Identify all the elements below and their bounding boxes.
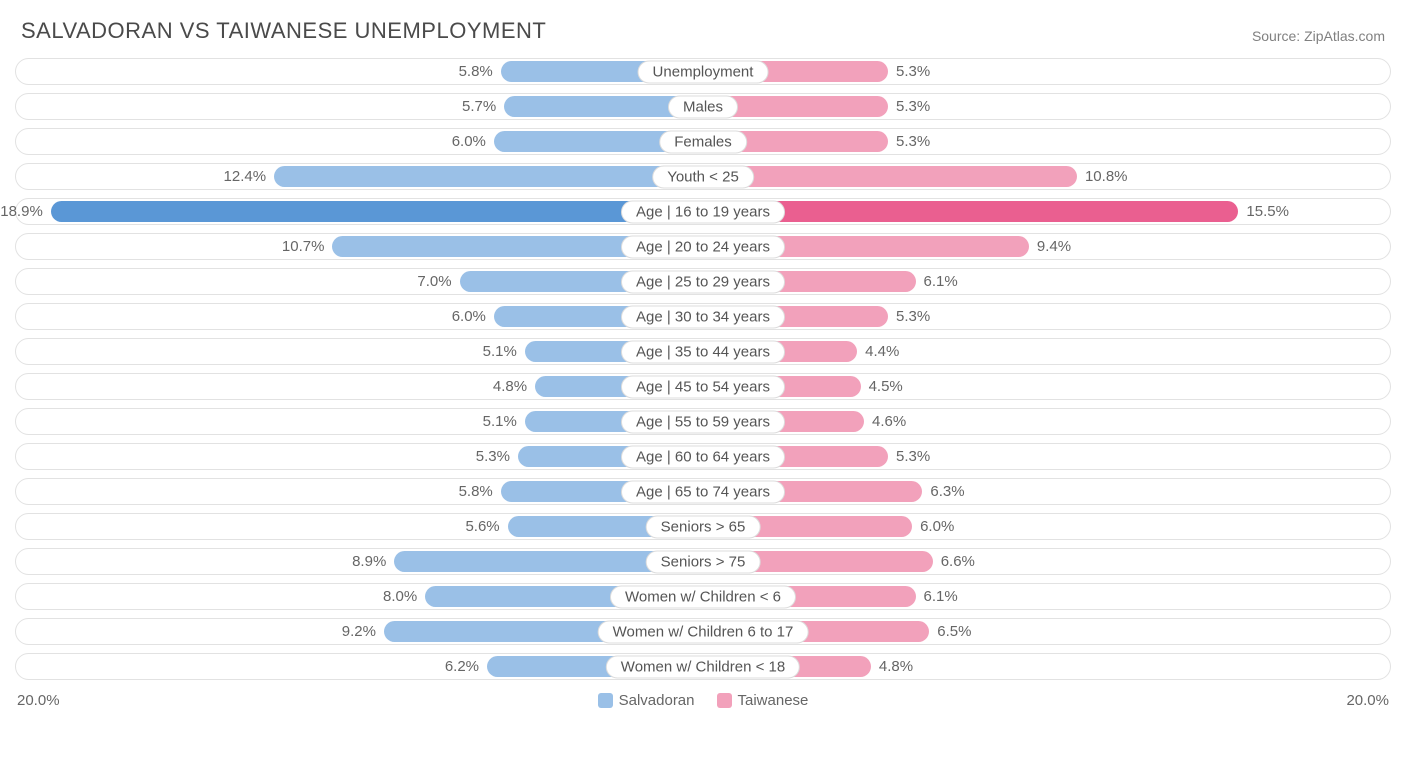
category-pill: Women w/ Children 6 to 17: [598, 620, 809, 643]
chart-row: 5.8% 6.3% Age | 65 to 74 years: [15, 478, 1391, 505]
left-value-label: 5.3%: [468, 448, 518, 465]
chart-row: 5.1% 4.6% Age | 55 to 59 years: [15, 408, 1391, 435]
right-value-label: 5.3%: [888, 308, 938, 325]
chart-row: 18.9%15.5%Age | 16 to 19 years: [15, 198, 1391, 225]
left-value-label: 18.9%: [0, 203, 51, 220]
source-attribution: Source: ZipAtlas.com: [1252, 28, 1385, 44]
chart-row: 12.4% 10.8% Youth < 25: [15, 163, 1391, 190]
category-pill: Females: [659, 130, 747, 153]
right-value-label: 5.3%: [888, 63, 938, 80]
category-pill: Youth < 25: [652, 165, 754, 188]
axis-max-right-label: 20.0%: [1346, 692, 1389, 709]
chart-row: 5.3% 5.3% Age | 60 to 64 years: [15, 443, 1391, 470]
left-value-label: 4.8%: [485, 378, 535, 395]
right-bar: [706, 166, 1077, 187]
legend-item-left: Salvadoran: [598, 692, 695, 709]
left-value-label: 5.1%: [475, 343, 525, 360]
chart-row: 6.2% 4.8% Women w/ Children < 18: [15, 653, 1391, 680]
right-value-label: 6.6%: [933, 553, 983, 570]
legend-label-right: Taiwanese: [738, 692, 809, 709]
axis-max-left-label: 20.0%: [17, 692, 60, 709]
legend-swatch-left: [598, 693, 613, 708]
legend-item-right: Taiwanese: [717, 692, 809, 709]
left-value-label: 5.6%: [457, 518, 507, 535]
category-pill: Age | 65 to 74 years: [621, 480, 785, 503]
chart-row: 5.6% 6.0% Seniors > 65: [15, 513, 1391, 540]
left-value-label: 5.1%: [475, 413, 525, 430]
left-value-label: 8.9%: [344, 553, 394, 570]
left-bar: [274, 166, 700, 187]
right-value-label: 6.0%: [912, 518, 962, 535]
category-pill: Age | 55 to 59 years: [621, 410, 785, 433]
legend-swatch-right: [717, 693, 732, 708]
left-value-label: 6.0%: [444, 308, 494, 325]
right-value-label: 5.3%: [888, 448, 938, 465]
category-pill: Age | 25 to 29 years: [621, 270, 785, 293]
chart-row: 4.8% 4.5% Age | 45 to 54 years: [15, 373, 1391, 400]
right-value-label: 5.3%: [888, 133, 938, 150]
right-value-label: 15.5%: [1238, 203, 1297, 220]
category-pill: Women w/ Children < 18: [606, 655, 800, 678]
category-pill: Age | 35 to 44 years: [621, 340, 785, 363]
left-value-label: 6.0%: [444, 133, 494, 150]
left-value-label: 5.7%: [454, 98, 504, 115]
chart-row: 8.0% 6.1% Women w/ Children < 6: [15, 583, 1391, 610]
left-bar: [51, 201, 700, 222]
right-value-label: 5.3%: [888, 98, 938, 115]
category-pill: Age | 16 to 19 years: [621, 200, 785, 223]
right-bar: [706, 201, 1238, 222]
legend: Salvadoran Taiwanese: [598, 692, 809, 709]
category-pill: Age | 30 to 34 years: [621, 305, 785, 328]
category-pill: Age | 20 to 24 years: [621, 235, 785, 258]
right-value-label: 4.8%: [871, 658, 921, 675]
category-pill: Age | 45 to 54 years: [621, 375, 785, 398]
left-value-label: 7.0%: [409, 273, 459, 290]
category-pill: Males: [668, 95, 738, 118]
category-pill: Women w/ Children < 6: [610, 585, 796, 608]
right-value-label: 6.3%: [922, 483, 972, 500]
right-value-label: 10.8%: [1077, 168, 1136, 185]
chart-row: 8.9% 6.6% Seniors > 75: [15, 548, 1391, 575]
category-pill: Seniors > 65: [646, 515, 761, 538]
right-value-label: 6.5%: [929, 623, 979, 640]
left-value-label: 5.8%: [451, 63, 501, 80]
right-value-label: 4.5%: [861, 378, 911, 395]
category-pill: Unemployment: [638, 60, 769, 83]
left-value-label: 10.7%: [274, 238, 333, 255]
chart-row: 6.0% 5.3% Age | 30 to 34 years: [15, 303, 1391, 330]
right-value-label: 6.1%: [916, 273, 966, 290]
left-value-label: 5.8%: [451, 483, 501, 500]
right-value-label: 4.6%: [864, 413, 914, 430]
category-pill: Seniors > 75: [646, 550, 761, 573]
right-value-label: 6.1%: [916, 588, 966, 605]
chart-row: 5.8% 5.3% Unemployment: [15, 58, 1391, 85]
legend-label-left: Salvadoran: [619, 692, 695, 709]
right-value-label: 4.4%: [857, 343, 907, 360]
diverging-bar-chart: 5.8% 5.3% Unemployment 5.7% 5.3% Males 6.0% 5.3…: [15, 58, 1391, 680]
chart-row: 7.0% 6.1% Age | 25 to 29 years: [15, 268, 1391, 295]
left-value-label: 12.4%: [216, 168, 275, 185]
chart-row: 10.7% 9.4% Age | 20 to 24 years: [15, 233, 1391, 260]
right-value-label: 9.4%: [1029, 238, 1079, 255]
category-pill: Age | 60 to 64 years: [621, 445, 785, 468]
chart-row: 6.0% 5.3% Females: [15, 128, 1391, 155]
chart-row: 5.7% 5.3% Males: [15, 93, 1391, 120]
left-value-label: 6.2%: [437, 658, 487, 675]
chart-row: 9.2% 6.5% Women w/ Children 6 to 17: [15, 618, 1391, 645]
left-value-label: 8.0%: [375, 588, 425, 605]
chart-row: 5.1% 4.4% Age | 35 to 44 years: [15, 338, 1391, 365]
left-value-label: 9.2%: [334, 623, 384, 640]
chart-title: SALVADORAN VS TAIWANESE UNEMPLOYMENT: [21, 18, 546, 44]
